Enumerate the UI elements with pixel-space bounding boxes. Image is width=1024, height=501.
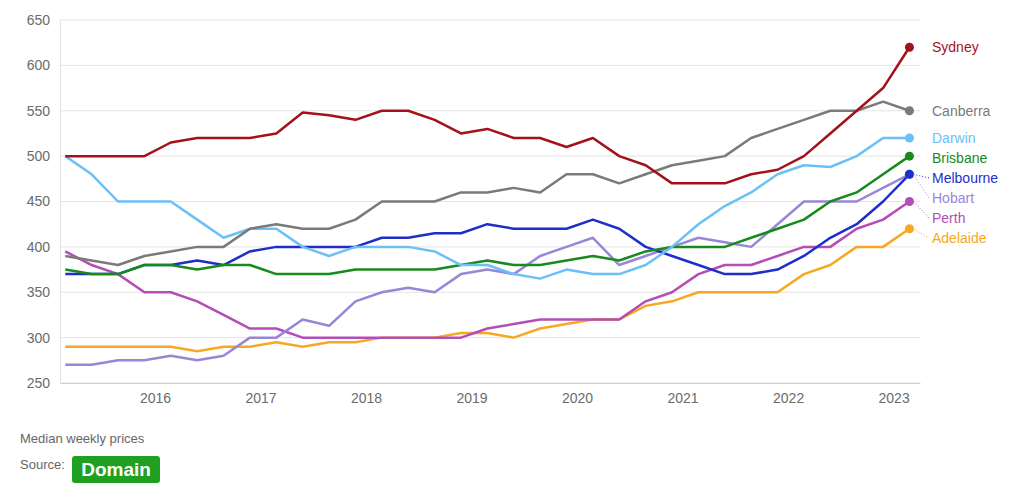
y-tick-label: 250 — [27, 375, 51, 391]
end-point — [905, 152, 914, 161]
y-tick: 450 — [27, 193, 60, 209]
label-leader — [913, 229, 929, 238]
end-point — [905, 170, 914, 179]
plot: 2503003504004505005506006502016201720182… — [27, 12, 999, 406]
y-tick-label: 550 — [27, 103, 51, 119]
y-tick: 250 — [27, 375, 60, 391]
y-tick-label: 450 — [27, 193, 51, 209]
grid-line — [60, 20, 920, 21]
x-tick: 2016 — [140, 383, 171, 406]
x-tick-label: 2020 — [562, 390, 593, 406]
caption: Median weekly prices — [20, 431, 145, 446]
x-axis-line — [61, 383, 921, 384]
source-badge — [72, 456, 160, 483]
y-tick: 550 — [27, 103, 60, 119]
y-tick-label: 600 — [27, 57, 51, 73]
x-axis: 2016 2017 2018 2019 2020 2021 2022 2023 — [61, 383, 921, 406]
series-label: Darwin — [932, 130, 976, 146]
grid-line — [60, 292, 920, 293]
series-label: Melbourne — [932, 170, 998, 186]
chart: 2503003504004505005506006502016201720182… — [0, 0, 1024, 501]
series-label: Canberra — [932, 103, 991, 119]
y-tick-label: 650 — [27, 12, 51, 28]
x-tick: 2019 — [456, 383, 487, 406]
series-label: Sydney — [932, 39, 979, 55]
grid-line — [60, 156, 920, 157]
x-tick-label: 2022 — [773, 390, 804, 406]
source-label: Source: — [20, 457, 65, 472]
grid-line — [60, 337, 920, 338]
y-tick-label: 400 — [27, 239, 51, 255]
label-leader — [913, 174, 929, 198]
grid-line — [60, 65, 920, 66]
series-label: Perth — [932, 210, 965, 226]
x-tick: 2018 — [351, 383, 382, 406]
series-line — [65, 174, 909, 274]
end-point — [905, 43, 914, 52]
series-label: Hobart — [932, 190, 974, 206]
y-tick: 350 — [27, 284, 60, 300]
grid-line — [60, 383, 920, 384]
y-tick: 500 — [27, 148, 60, 164]
y-tick: 650 — [27, 12, 60, 28]
grid-line — [60, 110, 920, 111]
x-tick-label: 2021 — [667, 390, 698, 406]
x-tick-label: 2019 — [456, 390, 487, 406]
series-labels: Sydney Canberra Darwin Brisbane Melbourne Hob… — [913, 39, 998, 246]
x-tick: 2023 — [879, 383, 910, 406]
series-label: Adelaide — [932, 230, 987, 246]
end-point — [905, 224, 914, 233]
x-tick: 2022 — [773, 383, 804, 406]
x-tick: 2021 — [667, 383, 698, 406]
x-tick: 2017 — [245, 383, 276, 406]
series-line — [65, 102, 909, 265]
x-tick-label: 2016 — [140, 390, 171, 406]
y-tick-label: 300 — [27, 330, 51, 346]
end-point — [905, 197, 914, 206]
y-tick: 300 — [27, 330, 60, 346]
x-tick-label: 2018 — [351, 390, 382, 406]
series-line — [65, 47, 909, 183]
x-tick: 2020 — [562, 383, 593, 406]
y-axis: 250 300 350 400 450 500 550 600 650 — [27, 12, 61, 391]
y-axis-line — [60, 21, 61, 384]
series-group — [65, 43, 914, 365]
end-point — [905, 106, 914, 115]
y-tick: 600 — [27, 57, 60, 73]
grid — [60, 20, 920, 383]
end-point — [905, 170, 914, 179]
label-leader — [913, 202, 929, 218]
source: Domain — [81, 459, 151, 480]
series-line — [65, 138, 909, 279]
series-label: Brisbane — [932, 150, 987, 166]
y-tick: 400 — [27, 239, 60, 255]
x-tick-label: 2023 — [879, 390, 910, 406]
end-point — [905, 133, 914, 142]
x-tick-label: 2017 — [245, 390, 276, 406]
y-tick-label: 500 — [27, 148, 51, 164]
grid-line — [60, 201, 920, 202]
y-tick-label: 350 — [27, 284, 51, 300]
